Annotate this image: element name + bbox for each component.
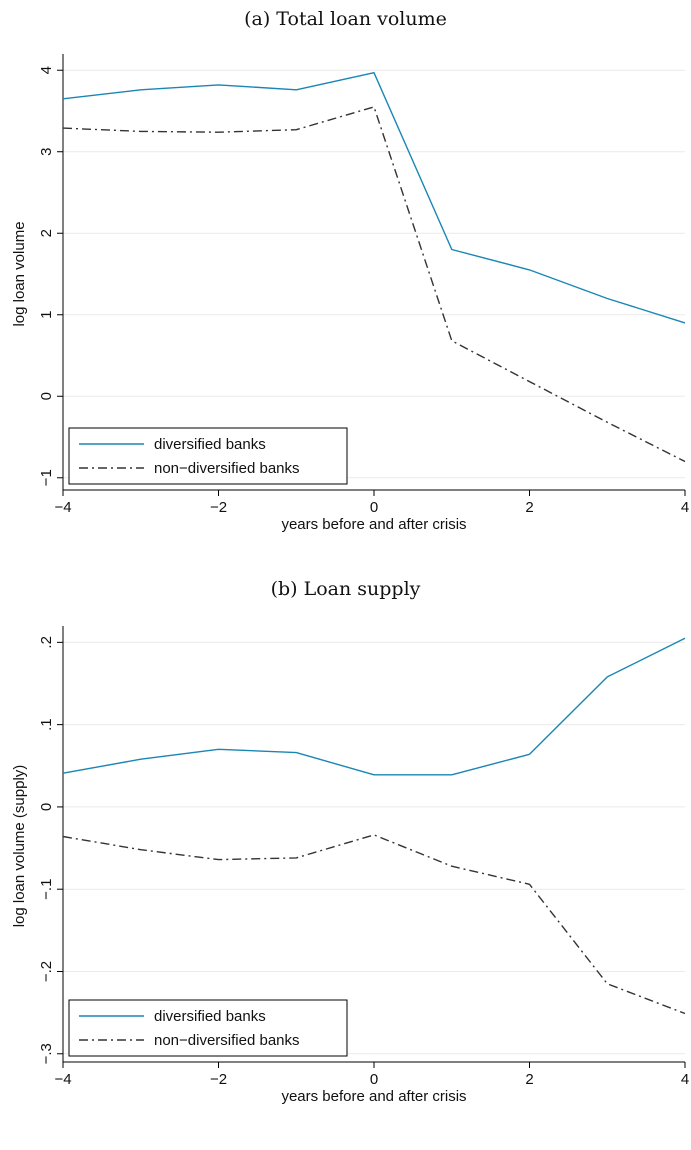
chart-b-x-tick-label: −2 bbox=[210, 1071, 227, 1088]
chart-b-legend-label: non−diversified banks bbox=[154, 1032, 300, 1049]
chart-a-x-tick-label: −4 bbox=[54, 499, 71, 516]
chart-a-x-axis-title: years before and after crisis bbox=[281, 516, 466, 533]
chart-a-x-tick-label: 0 bbox=[370, 499, 378, 516]
chart-b-y-tick-label: 0 bbox=[38, 803, 55, 811]
chart-b-series-diversified-line bbox=[62, 637, 686, 776]
chart-a-title: (a) Total loan volume bbox=[244, 8, 447, 30]
chart-b-y-tick-label: −.1 bbox=[38, 879, 55, 900]
chart-b-legend-box bbox=[68, 999, 348, 1057]
chart-a-legend-box bbox=[68, 427, 348, 485]
chart-a-y-axis-title: log loan volume bbox=[11, 221, 28, 326]
chart-a-y-tick-label: 1 bbox=[38, 311, 55, 319]
chart-a-y-tick-label: 3 bbox=[38, 148, 55, 156]
chart-b-x-tick-label: −4 bbox=[54, 1071, 71, 1088]
chart-b-x-tick-label: 0 bbox=[370, 1071, 378, 1088]
chart-a-y-tick-label: 2 bbox=[38, 229, 55, 237]
chart-a-x-tick-label: −2 bbox=[210, 499, 227, 516]
chart-b-legend-label: diversified banks bbox=[154, 1008, 266, 1025]
chart-a-y-tick-label: 0 bbox=[38, 392, 55, 400]
chart-a-legend-label: non−diversified banks bbox=[154, 460, 300, 477]
chart-b-y-axis-title: log loan volume (supply) bbox=[11, 765, 28, 928]
chart-b-y-tick-label: −.2 bbox=[38, 961, 55, 982]
chart-a-legend: diversified banks non−diversified banks bbox=[68, 427, 348, 485]
chart-b-x-tick-label: 4 bbox=[681, 1071, 689, 1088]
chart-b-x-axis-title: years before and after crisis bbox=[281, 1088, 466, 1105]
chart-a-legend-label: diversified banks bbox=[154, 436, 266, 453]
chart-b-x-tick-label: 2 bbox=[525, 1071, 533, 1088]
chart-b-y-tick-label: .2 bbox=[38, 636, 55, 649]
chart-b-y-tick-label: −.3 bbox=[38, 1043, 55, 1064]
chart-b: −.3 −.2 −.1 0 .1 .2 −4 −2 0 2 4 years before and af… bbox=[11, 626, 689, 1105]
chart-a-series-non-diversified-line bbox=[62, 106, 686, 463]
chart-a-y-tick-label: 4 bbox=[38, 66, 55, 74]
chart-a-x-tick-label: 2 bbox=[525, 499, 533, 516]
chart-a: −1 0 1 2 3 4 −4 −2 0 2 4 years before and after cri… bbox=[11, 54, 689, 533]
chart-b-y-tick-label: .1 bbox=[38, 718, 55, 731]
chart-a-x-tick-label: 4 bbox=[681, 499, 689, 516]
chart-b-title: (b) Loan supply bbox=[270, 578, 421, 600]
chart-b-series-non-diversified-line bbox=[62, 834, 686, 1015]
chart-a-y-tick-label: −1 bbox=[38, 469, 55, 486]
chart-b-legend: diversified banks non−diversified banks bbox=[68, 999, 348, 1057]
chart-a-series-diversified-line bbox=[62, 72, 686, 324]
